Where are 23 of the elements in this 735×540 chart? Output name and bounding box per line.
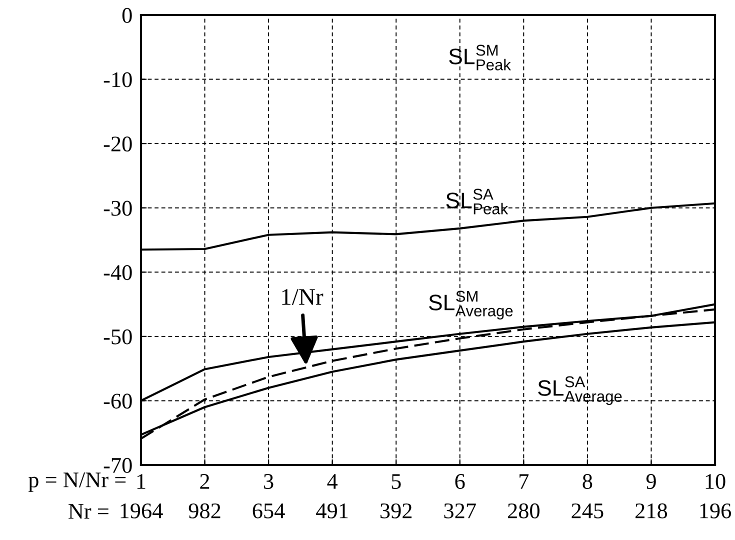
x-tick-label: 7 280: [508, 474, 540, 518]
x-tick-label: 4 491: [316, 474, 348, 518]
annotation: SL$^{SM}$$_{Peak}$: [449, 44, 511, 70]
y-tick-label: -50: [104, 329, 132, 344]
y-tick-label: 0: [122, 8, 132, 23]
annotation: 1/Nr: [282, 289, 324, 305]
annotation: SL$^{SM}$$_{Average}$: [429, 290, 513, 320]
x-tick-label: 8 245: [572, 474, 604, 518]
y-tick-label: -20: [104, 136, 132, 152]
text: Nr =: [68, 504, 108, 519]
y-tick-label: -40: [104, 265, 132, 280]
y-tick-label: -30: [104, 200, 132, 216]
x-tick-label: 3 654: [252, 474, 285, 518]
annotation: SL$^{SA}$$_{Peak}$: [446, 188, 508, 214]
x-tick-label: 6 327: [444, 474, 476, 518]
y-tick-label: -10: [104, 72, 132, 88]
x-tick-label: 10 196: [700, 474, 732, 518]
x-tick-label: 2 982: [188, 474, 220, 518]
x-tick-label: 9 218: [636, 474, 668, 518]
x-tick-label: 5 392: [380, 474, 412, 518]
y-tick-label: -70: [104, 458, 132, 473]
y-tick-label: -60: [104, 394, 132, 409]
annotation: SL$^{SA}$$_{Average}$: [538, 376, 622, 405]
